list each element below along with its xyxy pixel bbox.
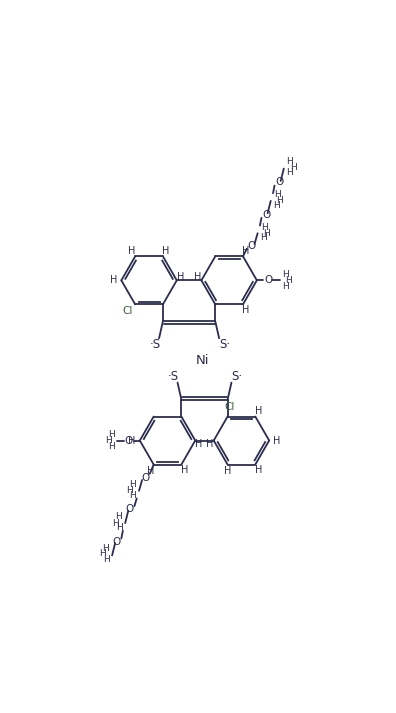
Text: H: H: [282, 270, 289, 279]
Text: O: O: [264, 275, 272, 285]
Text: H: H: [103, 555, 110, 564]
Text: H: H: [287, 157, 293, 166]
Text: H: H: [282, 282, 289, 291]
Text: H: H: [261, 233, 267, 242]
Text: ·S: ·S: [168, 370, 179, 383]
Text: O: O: [141, 473, 149, 483]
Text: H: H: [263, 229, 270, 237]
Text: H: H: [194, 272, 201, 282]
Text: O: O: [124, 436, 132, 446]
Text: H: H: [112, 518, 119, 528]
Text: O: O: [248, 240, 255, 250]
Text: H: H: [274, 201, 280, 210]
Text: H: H: [181, 465, 188, 475]
Text: Cl: Cl: [122, 306, 133, 316]
Text: ·S: ·S: [150, 338, 161, 351]
Text: H: H: [110, 275, 117, 285]
Text: H: H: [105, 436, 112, 445]
Text: S·: S·: [231, 370, 242, 383]
Text: H: H: [99, 549, 106, 558]
Text: H: H: [108, 442, 115, 451]
Text: H: H: [242, 246, 250, 256]
Text: H: H: [128, 246, 136, 256]
Text: H: H: [274, 190, 281, 199]
Text: H: H: [129, 480, 135, 489]
Text: H: H: [286, 168, 293, 177]
Text: H: H: [108, 430, 115, 439]
Text: H: H: [147, 466, 154, 476]
Text: H: H: [126, 486, 133, 496]
Text: O: O: [112, 537, 121, 547]
Text: H: H: [115, 513, 122, 521]
Text: H: H: [261, 222, 268, 232]
Text: H: H: [224, 466, 231, 476]
Text: S·: S·: [219, 338, 230, 351]
Text: H: H: [255, 465, 262, 475]
Text: Ni: Ni: [196, 354, 210, 367]
Text: H: H: [162, 246, 169, 256]
Text: H: H: [116, 523, 122, 532]
Text: H: H: [276, 196, 283, 205]
Text: H: H: [255, 406, 262, 416]
Text: H: H: [129, 491, 136, 500]
Text: H: H: [177, 272, 184, 282]
Text: H: H: [128, 436, 136, 446]
Text: O: O: [126, 504, 134, 514]
Text: H: H: [103, 544, 109, 553]
Text: Cl: Cl: [224, 402, 234, 412]
Text: H: H: [195, 438, 203, 448]
Text: O: O: [275, 178, 283, 188]
Text: H: H: [273, 436, 280, 446]
Text: H: H: [289, 163, 297, 172]
Text: H: H: [242, 304, 250, 314]
Text: H: H: [206, 438, 213, 448]
Text: H: H: [285, 276, 292, 285]
Text: O: O: [262, 210, 270, 220]
